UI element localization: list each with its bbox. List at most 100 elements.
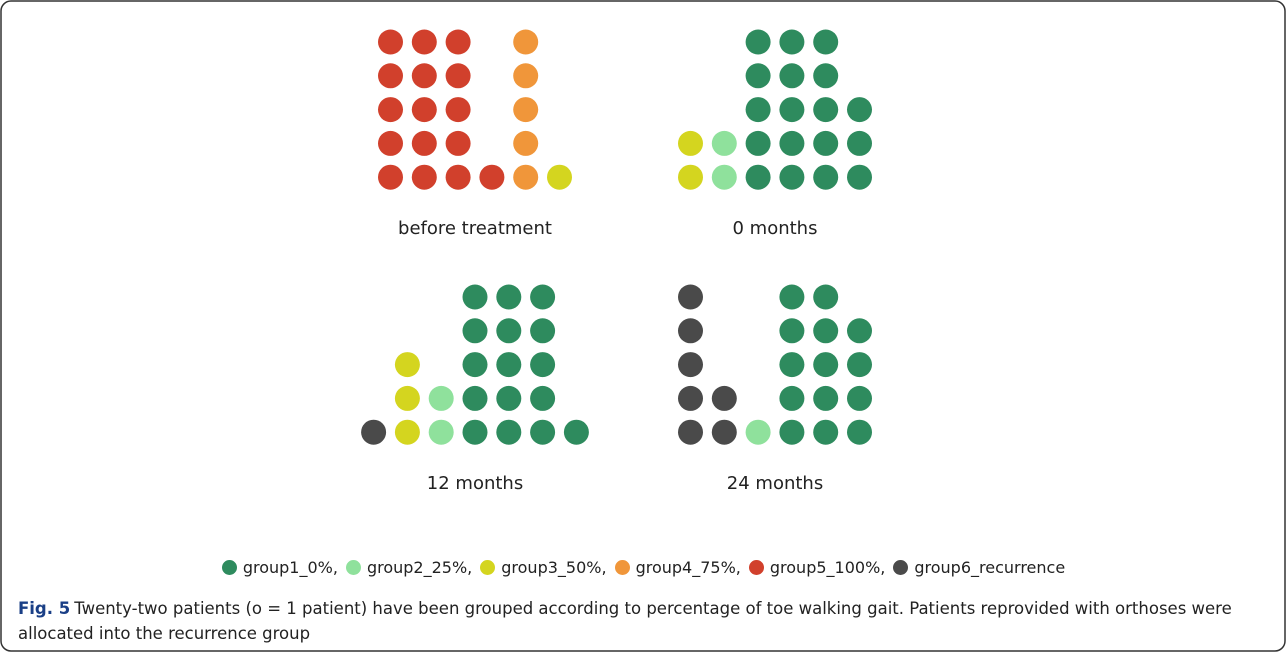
patient-dot [711,164,737,190]
patient-dot [678,385,703,411]
caption-text: Twenty-two patients (o = 1 patient) have… [18,599,1232,643]
patient-dot [513,63,539,89]
patient-dot [378,63,403,89]
patient-dot [513,164,539,190]
patient-dot [779,164,805,190]
legend-label: group2_25% [366,558,468,577]
patient-dot [378,130,403,156]
legend-item: group1_0% [221,558,338,577]
patient-dot [445,130,471,156]
patient-dot [813,164,839,190]
patient-dot [378,164,403,190]
patient-dot [678,164,703,190]
patient-dot [779,29,805,55]
legend-label: group1_0% [242,558,333,577]
patient-dot [779,352,805,378]
patient-dot [496,284,522,310]
patient-dot [394,352,420,378]
patient-dot [530,352,556,378]
patient-dot [813,419,839,445]
patient-dot [547,164,572,190]
patient-dot [462,284,488,310]
patient-dot [428,419,454,445]
patient-dot [779,284,805,310]
patient-dot [411,164,437,190]
patient-dot [745,130,771,156]
patient-dot [394,419,420,445]
patient-dot [479,164,505,190]
panel-title: 12 months [427,473,523,494]
patient-dot [378,29,403,55]
patient-dot [711,385,737,411]
patient-dot [496,419,522,445]
patient-dot [745,419,771,445]
patient-dot [847,385,872,411]
patient-dot [394,385,420,411]
patient-dot [496,385,522,411]
patient-dot [563,419,589,445]
patient-dot [847,164,872,190]
patient-dot [847,97,872,123]
patient-dot [779,419,805,445]
legend-label: group3_50% [501,558,602,577]
legend-item: group2_25% [345,558,472,577]
legend-swatch [748,560,764,575]
patient-dot [513,130,539,156]
patient-dot [513,97,539,123]
caption: Fig. 5 Twenty-two patients (o = 1 patient… [18,596,1258,646]
patient-dot [462,419,488,445]
patient-dot [779,63,805,89]
patient-dot [813,385,839,411]
panel-title: 24 months [727,473,823,494]
patient-dot [745,164,771,190]
patient-dot [496,318,522,344]
patient-dot [445,164,471,190]
legend-swatch [893,560,909,575]
legend: group1_0% group2_25% group3_50% group4_75% g… [0,558,1287,577]
patient-dot [445,97,471,123]
patient-dot [428,385,454,411]
patient-dot [847,419,872,445]
patient-dot [411,130,437,156]
patient-dot [530,385,556,411]
patient-dot [462,385,488,411]
patient-dot [530,284,556,310]
patient-dot [813,130,839,156]
legend-swatch [345,560,361,575]
patient-dot [847,318,872,344]
patient-dot [445,29,471,55]
patient-dot [678,419,703,445]
patient-dot [813,352,839,378]
patient-dot [411,29,437,55]
patient-dot [678,318,703,344]
patient-dot [813,29,839,55]
patient-dot [678,130,703,156]
patient-dot [779,97,805,123]
patient-dot [445,63,471,89]
patient-dot [462,318,488,344]
patient-dot [411,63,437,89]
patient-dot [711,130,737,156]
legend-item: group6_recurrence [893,558,1065,577]
caption-label: Fig. 5 [18,599,71,618]
patient-dot [678,352,703,378]
legend-item: group5_100% [748,558,885,577]
legend-item: group3_50% [480,558,606,577]
legend-label: group4_75% [635,558,736,577]
patient-dot [813,318,839,344]
panel-title: 0 months [733,218,818,239]
patient-dot [813,63,839,89]
patient-dot [530,318,556,344]
patient-dot [745,29,771,55]
legend-swatch [614,560,630,575]
legend-item: group4_75% [614,558,741,577]
patient-dot [745,63,771,89]
patient-dot [779,130,805,156]
patient-dot [513,29,539,55]
patient-dot [462,352,488,378]
patient-dot [813,284,839,310]
patient-dot [779,318,805,344]
